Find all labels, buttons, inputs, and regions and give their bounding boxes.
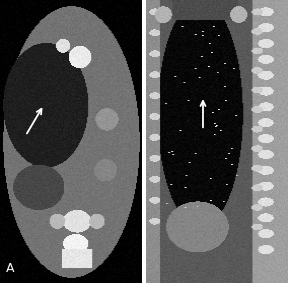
Text: A: A xyxy=(6,262,14,275)
